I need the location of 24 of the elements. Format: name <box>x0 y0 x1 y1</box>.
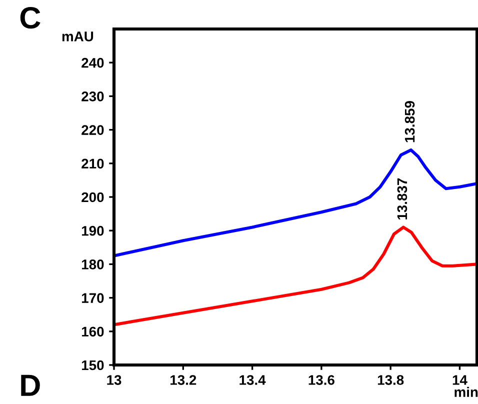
y-tick-label: 180 <box>82 260 104 270</box>
line-series <box>114 148 477 258</box>
y-tick-label: 210 <box>82 158 104 169</box>
y-tick-label: 220 <box>82 125 104 135</box>
y-tick-label: 200 <box>82 192 104 202</box>
y-tick-label: 240 <box>82 58 104 68</box>
y-tick-label: 160 <box>82 326 104 337</box>
x-axis-title: min <box>454 386 478 397</box>
y-tick-label: 230 <box>82 92 104 102</box>
text: D <box>21 374 40 396</box>
x-tick-label: 13.4 <box>240 375 266 385</box>
x-tick-label: 13.8 <box>378 375 404 385</box>
y-tick-label: 150 <box>82 360 104 370</box>
annotation: 13.837 <box>397 178 408 220</box>
y-tick-label: 190 <box>82 226 104 236</box>
line-series <box>114 226 477 326</box>
y-tick-label: 170 <box>82 293 104 303</box>
annotation: 13.859 <box>404 101 415 142</box>
x-tick-label: 13.2 <box>170 375 196 385</box>
y-axis-title: mAU <box>62 32 94 42</box>
x-tick-label: 13.6 <box>308 375 334 385</box>
text: C <box>20 6 40 29</box>
x-tick-label: 14 <box>452 375 468 385</box>
x-tick-label: 13 <box>107 375 122 385</box>
